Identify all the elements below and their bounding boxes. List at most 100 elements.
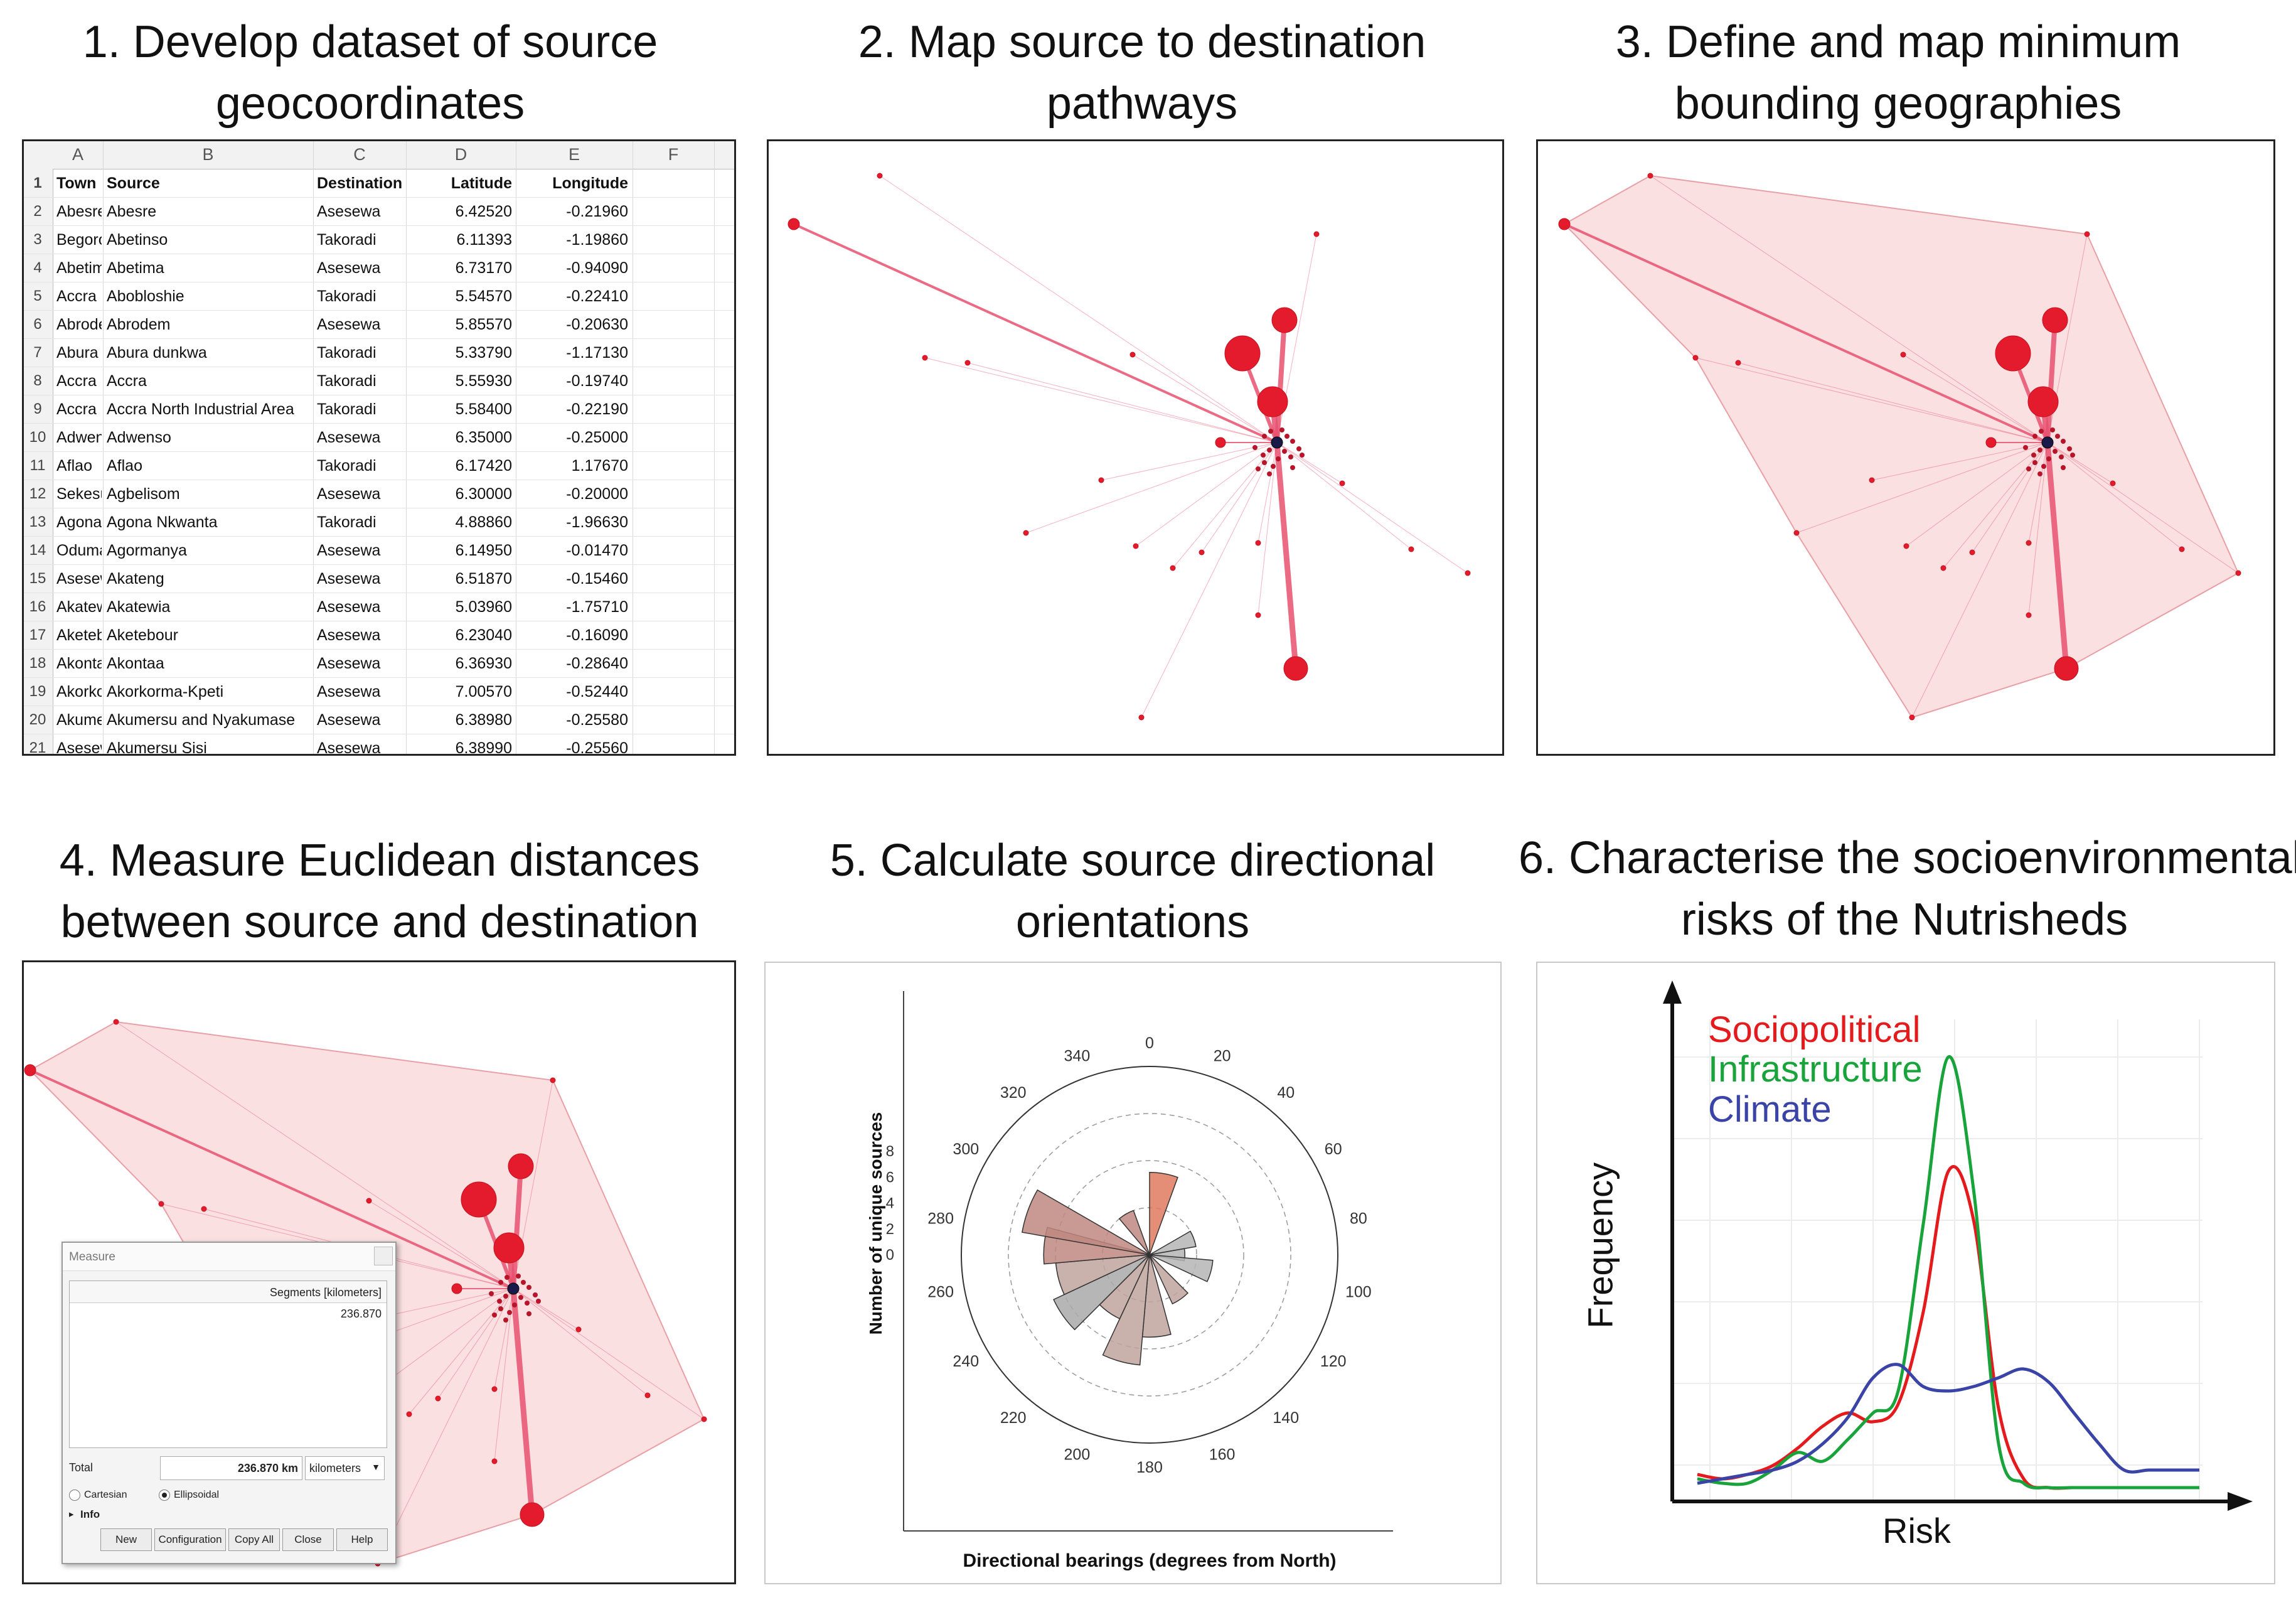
cell-town[interactable]: Akumersu <box>56 711 102 729</box>
cell-town[interactable]: Sekesua <box>56 485 102 503</box>
cell-town[interactable]: Akontaa <box>56 655 102 673</box>
cell-latitude[interactable]: 6.38990 <box>408 739 512 754</box>
cell-destination[interactable]: Takoradi <box>317 344 405 362</box>
cell-destination[interactable]: Asesewa <box>317 655 405 673</box>
cell-latitude[interactable]: 6.38980 <box>408 711 512 729</box>
cell-destination[interactable]: Asesewa <box>317 739 405 754</box>
cell-destination[interactable]: Takoradi <box>317 513 405 532</box>
cell-longitude[interactable]: -0.25580 <box>518 711 628 729</box>
cell-source[interactable]: Abesre <box>107 203 311 221</box>
cell-source[interactable]: Agona Nkwanta <box>107 513 311 532</box>
cell-latitude[interactable]: 6.51870 <box>408 570 512 588</box>
cell-longitude[interactable]: -0.16090 <box>518 626 628 645</box>
cell-source[interactable]: Abobloshie <box>107 287 311 306</box>
cell-destination[interactable]: Takoradi <box>317 231 405 249</box>
cell-latitude[interactable]: 5.58400 <box>408 400 512 419</box>
cell-source[interactable]: Adwenso <box>107 429 311 447</box>
info-label[interactable]: Info <box>80 1508 100 1521</box>
cell-longitude[interactable]: -1.19860 <box>518 231 628 249</box>
cell-source[interactable]: Akumersu and Nyakumase <box>107 711 311 729</box>
cell-latitude[interactable]: 6.73170 <box>408 259 512 277</box>
cell-town[interactable]: Town <box>56 174 102 193</box>
cell-destination[interactable]: Asesewa <box>317 626 405 645</box>
cell-source[interactable]: Akumersu Sisi <box>107 739 311 754</box>
cell-longitude[interactable]: -0.94090 <box>518 259 628 277</box>
cell-longitude[interactable]: -0.01470 <box>518 542 628 560</box>
cell-source[interactable]: Aketebour <box>107 626 311 645</box>
cell-town[interactable]: Begoro <box>56 231 102 249</box>
cell-town[interactable]: Agona Nkwanta <box>56 513 102 532</box>
cell-source[interactable]: Akontaa <box>107 655 311 673</box>
cell-latitude[interactable]: 6.36930 <box>408 655 512 673</box>
column-header-c[interactable]: C <box>313 145 406 164</box>
cell-town[interactable]: Asesewa <box>56 570 102 588</box>
cell-source[interactable]: Abrodem <box>107 316 311 334</box>
column-header-b[interactable]: B <box>103 145 313 164</box>
cell-latitude[interactable]: 5.54570 <box>408 287 512 306</box>
cell-longitude[interactable]: -0.25000 <box>518 429 628 447</box>
cell-longitude[interactable]: -0.19740 <box>518 372 628 390</box>
cell-town[interactable]: Akatewia <box>56 598 102 616</box>
column-header-e[interactable]: E <box>516 145 633 164</box>
cell-source[interactable]: Abetima <box>107 259 311 277</box>
cell-source[interactable]: Aflao <box>107 457 311 475</box>
help-button[interactable]: Help <box>336 1528 388 1551</box>
cell-destination[interactable]: Asesewa <box>317 429 405 447</box>
cell-longitude[interactable]: -0.22410 <box>518 287 628 306</box>
cell-longitude[interactable]: -0.15460 <box>518 570 628 588</box>
cell-source[interactable]: Accra <box>107 372 311 390</box>
cell-town[interactable]: Akorkorma <box>56 683 102 701</box>
cell-latitude[interactable]: 6.42520 <box>408 203 512 221</box>
cell-destination[interactable]: Takoradi <box>317 287 405 306</box>
cell-longitude[interactable]: -0.21960 <box>518 203 628 221</box>
cell-town[interactable]: Abrodem <box>56 316 102 334</box>
cell-destination[interactable]: Asesewa <box>317 316 405 334</box>
cell-longitude[interactable]: 1.17670 <box>518 457 628 475</box>
cell-destination[interactable]: Asesewa <box>317 711 405 729</box>
cell-destination[interactable]: Takoradi <box>317 400 405 419</box>
cell-latitude[interactable]: 5.03960 <box>408 598 512 616</box>
cell-latitude[interactable]: 6.23040 <box>408 626 512 645</box>
cell-town[interactable]: Adwenso <box>56 429 102 447</box>
cell-destination[interactable]: Asesewa <box>317 683 405 701</box>
cell-destination[interactable]: Asesewa <box>317 259 405 277</box>
cell-town[interactable]: Aketebour <box>56 626 102 645</box>
cell-latitude[interactable]: 6.17420 <box>408 457 512 475</box>
cell-town[interactable]: Abetima <box>56 259 102 277</box>
cell-town[interactable]: Asesewa <box>56 739 102 754</box>
cell-town[interactable]: Odumase <box>56 542 102 560</box>
cell-longitude[interactable]: -0.28640 <box>518 655 628 673</box>
cell-town[interactable]: Accra <box>56 372 102 390</box>
close-icon[interactable] <box>374 1247 393 1265</box>
cell-longitude[interactable]: -1.96630 <box>518 513 628 532</box>
cell-latitude[interactable]: 7.00570 <box>408 683 512 701</box>
cell-source[interactable]: Accra North Industrial Area <box>107 400 311 419</box>
cell-town[interactable]: Abura dunkwa <box>56 344 102 362</box>
cell-destination[interactable]: Destination <box>317 174 405 193</box>
column-header-a[interactable]: A <box>53 145 103 164</box>
cell-town[interactable]: Accra <box>56 400 102 419</box>
cell-latitude[interactable]: Latitude <box>408 174 512 193</box>
configuration-button[interactable]: Configuration <box>154 1528 226 1551</box>
cell-longitude[interactable]: -1.75710 <box>518 598 628 616</box>
cell-source[interactable]: Abetinso <box>107 231 311 249</box>
cartesian-radio[interactable] <box>69 1490 80 1501</box>
copy-all-button[interactable]: Copy All <box>228 1528 280 1551</box>
cell-destination[interactable]: Asesewa <box>317 570 405 588</box>
column-header-f[interactable]: F <box>633 145 714 164</box>
cell-longitude[interactable]: -0.52440 <box>518 683 628 701</box>
cell-latitude[interactable]: 5.85570 <box>408 316 512 334</box>
cell-longitude[interactable]: -0.25560 <box>518 739 628 754</box>
cell-source[interactable]: Source <box>107 174 311 193</box>
cell-longitude[interactable]: -0.22190 <box>518 400 628 419</box>
caret-right-icon[interactable]: ▸ <box>69 1508 74 1520</box>
cell-latitude[interactable]: 5.55930 <box>408 372 512 390</box>
cell-town[interactable]: Abesre <box>56 203 102 221</box>
cell-latitude[interactable]: 5.33790 <box>408 344 512 362</box>
cell-source[interactable]: Akatewia <box>107 598 311 616</box>
cell-latitude[interactable]: 6.11393 <box>408 231 512 249</box>
cell-destination[interactable]: Takoradi <box>317 372 405 390</box>
cell-source[interactable]: Akateng <box>107 570 311 588</box>
cell-longitude[interactable]: -0.20000 <box>518 485 628 503</box>
cell-source[interactable]: Akorkorma-Kpeti <box>107 683 311 701</box>
